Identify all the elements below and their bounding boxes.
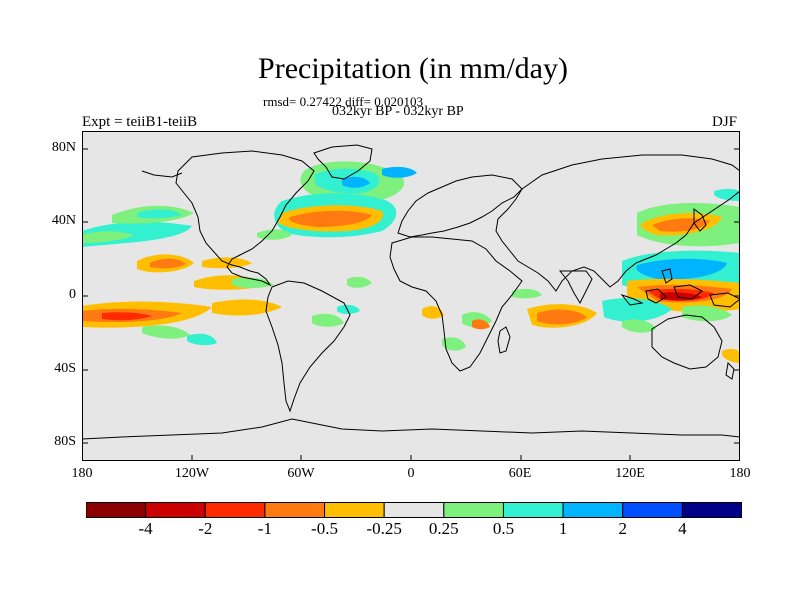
colorbar-swatch [324,502,385,518]
lat-tick-label: 40N [51,213,76,228]
lon-tick-label: 180 [71,466,93,481]
colorbar-swatch [86,502,147,518]
colorbar-label: -2 [198,519,213,538]
map-ticks [82,148,740,461]
lat-tick-label: 80S [54,434,76,449]
colorbar-swatch [383,502,445,518]
colorbar-swatch [681,502,742,518]
lon-tick-label: 60W [287,466,315,481]
colorbar-swatch [502,502,564,518]
anomaly-fields [82,161,740,363]
lon-tick-label: 60E [508,466,532,481]
map-title: Precipitation (in mm/day) [258,52,568,85]
stats-line: rmsd= 0.27422 diff= 0.020103 [263,94,423,109]
colorbar-swatch [562,502,624,518]
lon-tick-label: 180 [729,466,751,481]
colorbar-label: -0.5 [311,519,338,538]
lon-tick-label: 0 [407,466,415,481]
colorbar-swatch [204,502,266,518]
lon-tick-label: 120W [174,466,210,481]
season-label: DJF [712,114,738,130]
coastlines [82,144,740,440]
colorbar-label: 4 [678,519,687,538]
colorbar-label: 2 [618,519,627,538]
colorbar-swatch [145,502,206,518]
experiment-label: Expt = teiiB1-teiiB [82,114,198,130]
period-line: 032kyr BP - 032kyr BP [332,104,464,119]
colorbar-label: -0.25 [366,519,402,538]
colorbar-label: -4 [138,519,153,538]
colorbar-label: 1 [558,519,568,538]
colorbar-swatch [443,502,504,518]
colorbar-label: 0.5 [492,519,515,538]
colorbar-swatch [264,502,326,518]
colorbar-swatch [622,502,683,518]
lat-tick-label: 80N [51,140,76,155]
colorbar-label: -1 [257,519,272,538]
lat-tick-label: 0 [69,287,76,302]
colorbar [86,502,742,518]
lon-tick-label: 120E [615,466,645,481]
precipitation-map [82,131,740,461]
colorbar-label: 0.25 [428,519,459,538]
lat-tick-label: 40S [54,361,76,376]
